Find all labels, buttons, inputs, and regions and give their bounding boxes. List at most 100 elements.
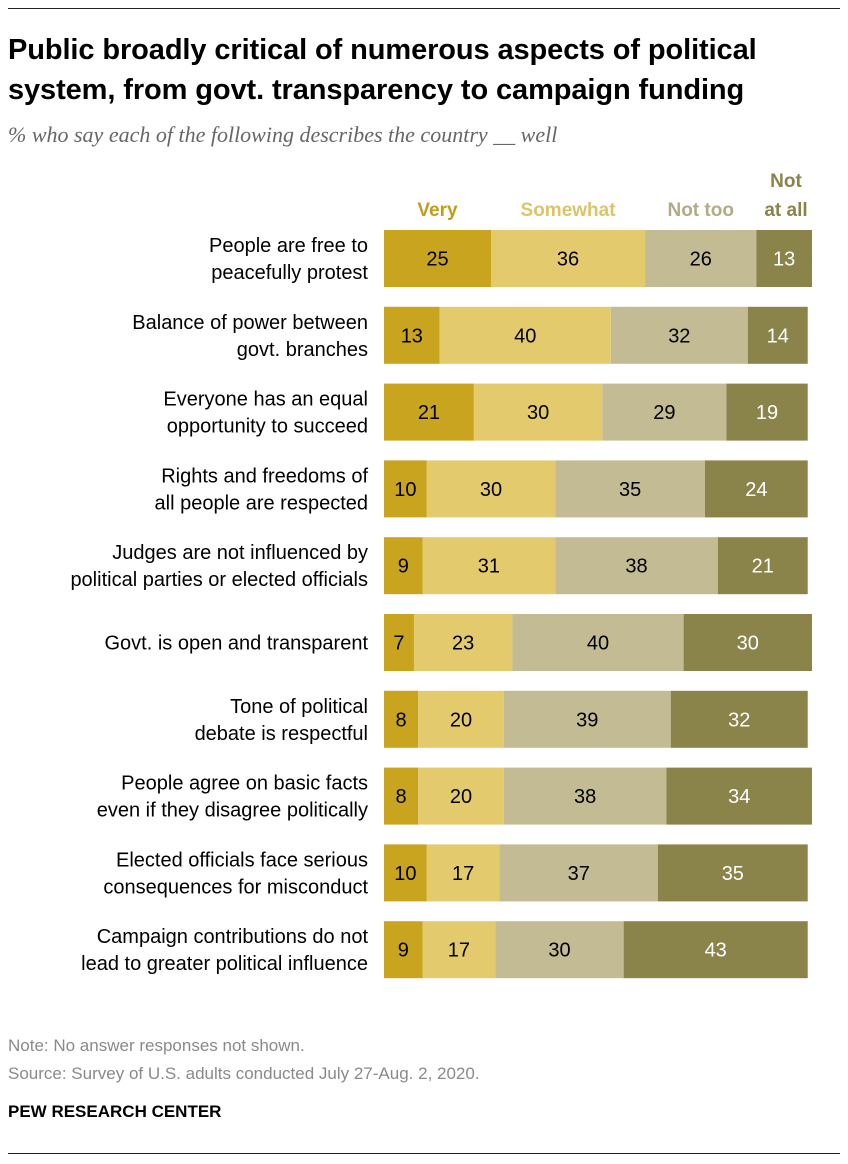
data-label-not-at-all: 14 [767, 325, 789, 347]
bar-segment-not-too [503, 690, 671, 748]
chart-subtitle: % who say each of the following describe… [8, 122, 558, 147]
legend-not-at-all-line-2: at all [764, 200, 807, 221]
data-label-very: 25 [426, 249, 448, 271]
bar-segment-somewhat [426, 460, 556, 518]
bar-row: Balance of power between govt. branches 13… [132, 306, 808, 364]
bar-segment-not-at-all [726, 383, 808, 441]
bar-segment-very [384, 844, 427, 902]
bar-segment-very [384, 230, 491, 287]
category-label: Campaign contributions do not [97, 926, 369, 948]
data-label-somewhat: 30 [480, 479, 502, 501]
data-label-somewhat: 20 [450, 709, 472, 731]
category-label: opportunity to succeed [167, 416, 368, 438]
data-label-not-too: 38 [574, 786, 596, 808]
bar-segment-somewhat [422, 537, 556, 595]
legend-not-too: Not too [667, 200, 733, 221]
bar-segment-not-at-all [705, 460, 808, 518]
data-label-not-too: 30 [548, 940, 570, 962]
bottom-rule [8, 1153, 840, 1154]
bar-row: Elected officials face serious consequenc… [103, 844, 808, 902]
data-label-very: 10 [394, 863, 416, 885]
data-label-very: 8 [396, 786, 407, 808]
category-label: People agree on basic facts [121, 773, 368, 795]
bar-segment-not-too [499, 844, 658, 902]
category-label: Judges are not influenced by [112, 542, 368, 564]
legend-not-at-all-line-1: Not [770, 171, 802, 192]
bar-segment-not-at-all [666, 767, 812, 825]
bar-segment-somewhat [426, 844, 500, 902]
data-label-very: 13 [401, 325, 423, 347]
category-label: govt. branches [237, 339, 368, 361]
bar-segment-somewhat [439, 306, 611, 364]
bar-segment-not-at-all [756, 230, 812, 287]
data-label-not-too: 26 [690, 249, 712, 271]
bar-segment-very [384, 921, 423, 979]
bar-row: People agree on basic facts even if they … [97, 767, 812, 825]
bar-segment-very [384, 690, 419, 748]
brand-label: PEW RESEARCH CENTER [8, 1102, 222, 1121]
legend-very: Very [417, 200, 458, 221]
bar-row: Everyone has an equal opportunity to succ… [163, 383, 808, 441]
legend-somewhat: Somewhat [521, 200, 617, 221]
bar-segment-somewhat [473, 383, 603, 441]
bar-segment-not-at-all [683, 614, 812, 671]
category-label: all people are respected [155, 492, 368, 514]
bar-segment-very [384, 614, 414, 671]
data-label-not-too: 40 [587, 633, 609, 655]
bar-segment-not-too [512, 614, 684, 671]
bar-segment-somewhat [413, 614, 513, 671]
data-label-very: 9 [398, 556, 409, 578]
bar-segment-not-too [555, 460, 705, 518]
bar-segment-somewhat [491, 230, 646, 287]
chart-source: Source: Survey of U.S. adults conducted … [8, 1064, 480, 1083]
data-label-somewhat: 31 [478, 556, 500, 578]
chart-legend: Very Somewhat Not too Not at all [417, 171, 807, 221]
data-label-not-at-all: 19 [756, 402, 778, 424]
top-rule [8, 8, 840, 9]
category-label: peacefully protest [211, 262, 368, 284]
data-label-not-too: 29 [653, 402, 675, 424]
bar-segment-very [384, 460, 427, 518]
bar-segment-very [384, 537, 423, 595]
category-label: Elected officials face serious [116, 849, 368, 871]
data-label-not-at-all: 24 [745, 479, 767, 501]
category-label: Everyone has an equal [163, 389, 368, 411]
chart-bars: People are free to peacefully protest 25 36… [70, 230, 812, 979]
data-label-somewhat: 23 [452, 633, 474, 655]
bar-segment-not-at-all [670, 690, 808, 748]
category-label: Rights and freedoms of [161, 465, 368, 487]
data-label-somewhat: 36 [557, 249, 579, 271]
data-label-somewhat: 20 [450, 786, 472, 808]
data-label-not-at-all: 43 [705, 940, 727, 962]
category-label: political parties or elected officials [70, 569, 368, 591]
chart-title: Public broadly critical of numerous aspe… [8, 34, 757, 106]
category-label: debate is respectful [195, 723, 368, 745]
data-label-somewhat: 17 [448, 940, 470, 962]
bar-segment-not-at-all [747, 306, 808, 364]
bar-segment-very [384, 767, 419, 825]
bar-row: Govt. is open and transparent 7 23 40 30 [105, 614, 812, 671]
data-label-not-at-all: 21 [752, 556, 774, 578]
data-label-not-too: 37 [568, 863, 590, 885]
category-label: consequences for misconduct [103, 876, 368, 898]
bar-row: Tone of political debate is respectful 8 20… [195, 690, 808, 748]
data-label-not-at-all: 34 [728, 786, 750, 808]
bar-segment-very [384, 383, 474, 441]
data-label-not-at-all: 13 [773, 249, 795, 271]
data-label-very: 10 [394, 479, 416, 501]
bar-segment-not-too [602, 383, 727, 441]
data-label-very: 7 [393, 633, 404, 655]
data-label-not-too: 32 [668, 325, 690, 347]
category-label: lead to greater political influence [81, 953, 368, 975]
bar-segment-very [384, 306, 440, 364]
bar-segment-not-too [645, 230, 757, 287]
bar-row: Judges are not influenced by political pa… [70, 537, 808, 595]
data-label-not-too: 35 [619, 479, 641, 501]
data-label-not-at-all: 30 [737, 633, 759, 655]
bar-segment-not-at-all [717, 537, 808, 595]
data-label-very: 9 [398, 940, 409, 962]
bar-segment-not-too [610, 306, 748, 364]
bar-segment-not-too [555, 537, 718, 595]
chart-note: Note: No answer responses not shown. [8, 1036, 305, 1055]
category-label: People are free to [209, 235, 368, 257]
